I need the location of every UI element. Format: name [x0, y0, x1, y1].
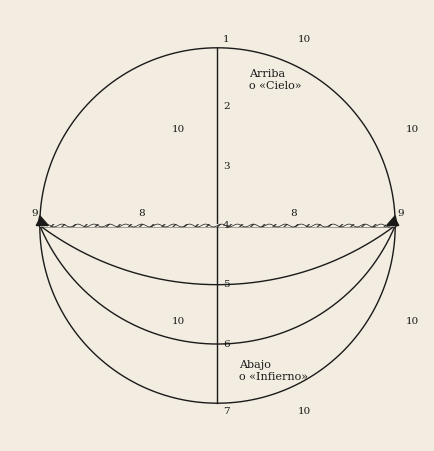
Polygon shape [391, 219, 398, 226]
Text: 10: 10 [405, 125, 418, 134]
Text: Arriba
o «Cielo»: Arriba o «Cielo» [249, 69, 301, 91]
Text: 10: 10 [172, 125, 185, 134]
Text: 9: 9 [31, 209, 38, 218]
Text: 8: 8 [138, 209, 144, 218]
Text: 10: 10 [405, 317, 418, 326]
Polygon shape [36, 219, 43, 226]
Text: 9: 9 [396, 209, 403, 218]
Text: 7: 7 [222, 407, 229, 416]
Text: 4: 4 [222, 221, 229, 230]
Text: 10: 10 [297, 407, 310, 416]
Text: 10: 10 [172, 317, 185, 326]
Bar [49, 224, 385, 227]
Text: Abajo
o «Infierno»: Abajo o «Infierno» [238, 360, 307, 382]
Text: 3: 3 [222, 162, 229, 171]
Bar [39, 224, 395, 227]
Polygon shape [386, 216, 396, 226]
Polygon shape [38, 216, 48, 226]
Text: 10: 10 [297, 35, 310, 44]
Text: 8: 8 [290, 209, 296, 218]
Text: 2: 2 [222, 102, 229, 111]
Text: 5: 5 [222, 280, 229, 289]
Text: 6: 6 [222, 340, 229, 349]
Text: 1: 1 [222, 35, 229, 44]
